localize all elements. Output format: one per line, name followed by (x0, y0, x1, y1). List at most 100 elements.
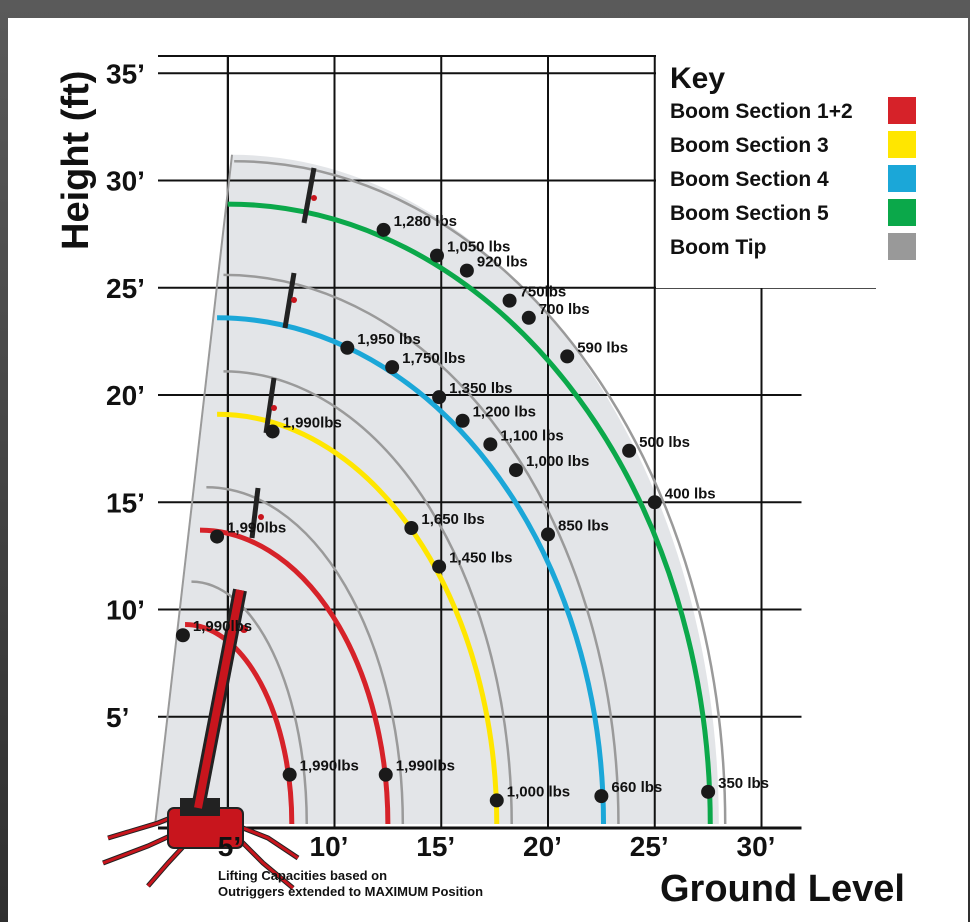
x-tick-label: 30’ (737, 831, 776, 862)
key-item-label: Boom Section 4 (670, 168, 829, 191)
capacity-point (459, 263, 474, 278)
capacity-point (502, 293, 517, 308)
key-swatch (888, 97, 916, 124)
capacity-point (594, 789, 609, 804)
capacity-label: 1,990lbs (193, 618, 252, 635)
capacity-point (647, 495, 662, 510)
capacity-label: 700 lbs (539, 301, 590, 318)
capacity-point (175, 628, 190, 643)
x-tick-label: 25’ (630, 831, 669, 862)
capacity-label: 1,350 lbs (449, 380, 512, 397)
capacity-point (508, 463, 523, 478)
tip-arc (234, 159, 727, 825)
key-background (656, 48, 886, 288)
tip-arc (223, 370, 513, 825)
x-tick-label: 20’ (523, 831, 562, 862)
capacity-label: 920 lbs (477, 254, 528, 271)
capacity-label: 500 lbs (639, 434, 690, 451)
capacity-point (378, 767, 393, 782)
y-tick-label: 15’ (106, 487, 145, 518)
y-tick-label: 35’ (106, 58, 145, 89)
capacity-point (404, 520, 419, 535)
capacity-point (455, 413, 470, 428)
chart-panel: 1,990lbs 1,990lbs 1,990lbs 1,990lbs 1,990lbs… (8, 18, 968, 922)
capacity-points: 1,990lbs 1,990lbs 1,990lbs 1,990lbs 1,990lbs… (175, 213, 769, 808)
working-range-area (155, 154, 719, 824)
key-swatch (888, 233, 916, 260)
capacity-point (521, 310, 536, 325)
y-axis-ticks: 5’ 10’ 15’ 20’ 25’ 30’ 35’ (106, 58, 145, 733)
key-swatch (888, 131, 916, 158)
x-tick-label: 10’ (310, 831, 349, 862)
capacity-label: 750lbs (520, 284, 567, 301)
y-tick-label: 25’ (106, 273, 145, 304)
capacity-label: 590 lbs (577, 339, 628, 356)
capacity-point (376, 222, 391, 237)
capacity-label: 1,050 lbs (447, 239, 510, 256)
section-arc (217, 315, 607, 825)
capacity-label: 1,000 lbs (507, 783, 570, 800)
key-item-label: Boom Section 1+2 (670, 100, 853, 123)
y-tick-label: 10’ (106, 595, 145, 626)
capacity-point (701, 784, 716, 799)
capacity-label: 1,280 lbs (394, 213, 457, 230)
capacity-label: 1,650 lbs (421, 511, 484, 528)
capacity-label: 1,990lbs (396, 758, 455, 775)
note-line-2: Outriggers extended to MAXIMUM Position (218, 884, 483, 899)
reach-edge (154, 154, 234, 825)
capacity-point (210, 529, 225, 544)
tip-arc (191, 580, 308, 825)
capacity-point (432, 390, 447, 405)
capacity-label: 1,750 lbs (402, 350, 465, 367)
capacity-point (541, 527, 555, 542)
capacity-label: 660 lbs (611, 779, 662, 796)
x-tick-label: 5’ (218, 831, 241, 862)
key-title: Key (670, 62, 725, 95)
y-tick-label: 5’ (106, 702, 129, 733)
key-items: Boom Section 1+2 Boom Section 3 Boom Secti… (670, 97, 916, 260)
key-item-label: Boom Section 3 (670, 134, 829, 157)
capacity-label: 850 lbs (558, 517, 609, 534)
capacity-label: 1,450 lbs (449, 550, 512, 567)
capacity-point (340, 340, 355, 355)
capacity-label: 1,950 lbs (357, 331, 420, 348)
boom-tip-arcs (154, 154, 727, 825)
capacity-point (560, 349, 575, 364)
capacity-label: 1,200 lbs (473, 404, 536, 421)
section-arc (199, 527, 391, 825)
section-arc (217, 411, 500, 825)
section-arc (227, 201, 713, 825)
key-swatch (888, 165, 916, 192)
capacity-point (265, 424, 280, 439)
capacity-label: 1,100 lbs (500, 427, 563, 444)
y-axis-title: Height (ft) (55, 71, 97, 250)
x-axis-title: Ground Level (660, 868, 905, 910)
key-item-label: Boom Tip (670, 236, 766, 259)
y-tick-label: 30’ (106, 166, 145, 197)
boom-section-arcs (185, 201, 713, 825)
capacity-point (385, 360, 400, 375)
key-item-label: Boom Section 5 (670, 202, 829, 225)
capacity-point (489, 793, 504, 808)
capacity-point (483, 437, 498, 452)
tip-arc (206, 485, 405, 825)
y-tick-label: 20’ (106, 380, 145, 411)
x-tick-label: 15’ (416, 831, 455, 862)
capacity-label: 1,990lbs (283, 414, 342, 431)
load-chart: 1,990lbs 1,990lbs 1,990lbs 1,990lbs 1,990lbs… (55, 48, 916, 910)
capacity-point (432, 559, 447, 574)
capacity-label: 400 lbs (665, 485, 716, 502)
tip-arc (223, 273, 620, 825)
capacity-label: 350 lbs (718, 775, 769, 792)
capacity-label: 1,990lbs (300, 758, 359, 775)
capacity-label: 1,990lbs (227, 520, 286, 537)
x-axis-ticks: 5’ 10’ 15’ 20’ 25’ 30’ (218, 831, 776, 862)
capacity-label: 1,000 lbs (526, 453, 589, 470)
capacity-point (622, 443, 637, 458)
key-swatch (888, 199, 916, 226)
note-line-1: Lifting Capacities based on (218, 868, 387, 883)
capacity-point (429, 248, 444, 263)
capacity-point (282, 767, 297, 782)
spider-crane-illustration (102, 167, 317, 890)
